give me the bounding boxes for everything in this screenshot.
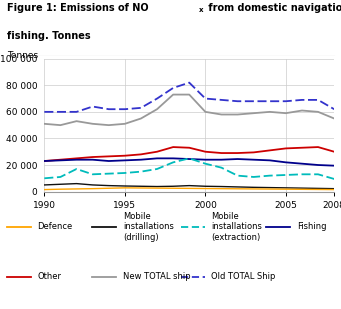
Text: x: x — [199, 7, 203, 13]
Text: Other: Other — [38, 273, 61, 281]
Text: fishing. Tonnes: fishing. Tonnes — [7, 31, 90, 40]
Text: Old TOTAL Ship: Old TOTAL Ship — [211, 273, 276, 281]
Text: New TOTAL ship: New TOTAL ship — [123, 273, 190, 281]
Text: from domestic navigation and: from domestic navigation and — [205, 3, 341, 13]
Text: Mobile
installations
(extraction): Mobile installations (extraction) — [211, 212, 262, 242]
Text: Figure 1: Emissions of NO: Figure 1: Emissions of NO — [7, 3, 148, 13]
Text: Tonnes: Tonnes — [6, 51, 38, 60]
Text: Fishing: Fishing — [297, 222, 326, 231]
Text: Defence: Defence — [38, 222, 73, 231]
Text: Mobile
installations
(drilling): Mobile installations (drilling) — [123, 212, 174, 242]
